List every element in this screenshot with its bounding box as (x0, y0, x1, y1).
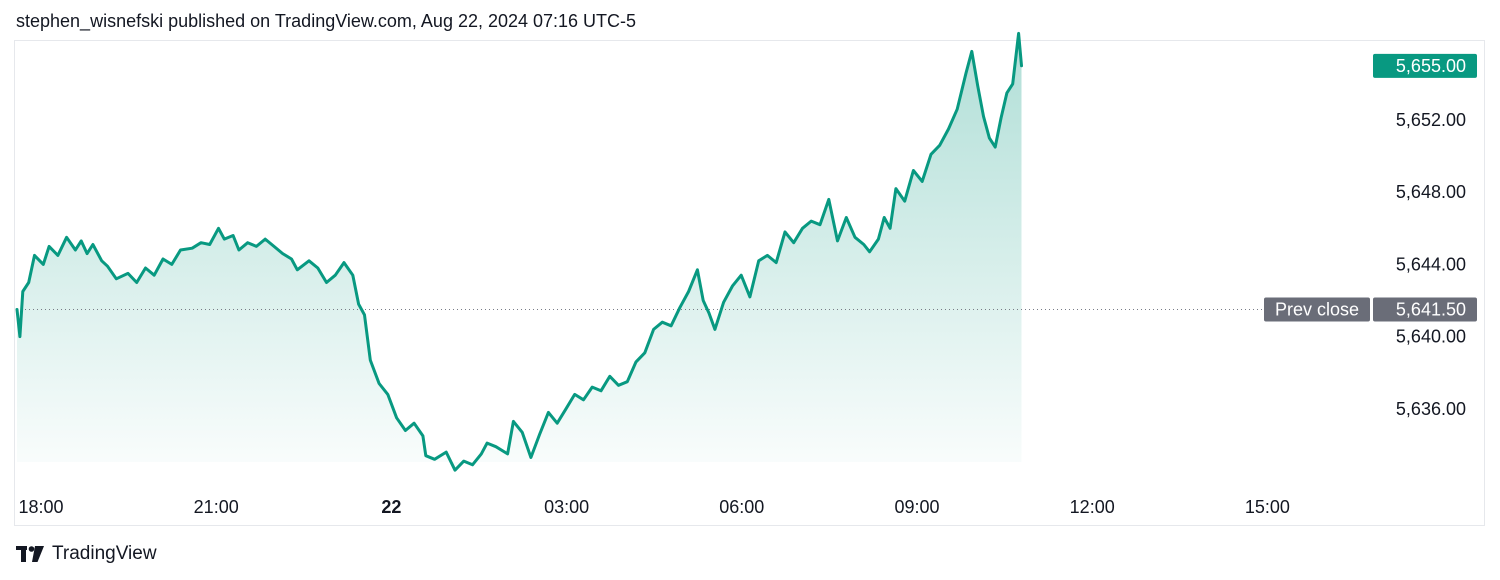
y-tick-label: 5,648.00 (1396, 182, 1466, 202)
x-tick-label: 22 (381, 497, 401, 517)
x-tick-label: 09:00 (894, 497, 939, 517)
tradingview-logo-icon (16, 546, 44, 562)
last-price-badge (1373, 53, 1477, 78)
price-chart[interactable]: 5,652.00 5,648.00 5,644.00 5,640.00 5,636.00… (0, 0, 1500, 540)
price-line[interactable] (15, 31, 1023, 472)
x-tick-label: 15:00 (1245, 497, 1290, 517)
footer-brand[interactable]: TradingView (16, 543, 157, 565)
y-tick-label: 5,640.00 (1396, 327, 1466, 347)
x-tick-label: 21:00 (194, 497, 239, 517)
prev-close-value-label: 5,641.50 (1396, 300, 1466, 320)
y-tick-label: 5,636.00 (1396, 399, 1466, 419)
brand-name: TradingView (52, 543, 157, 564)
published-caption: stephen_wisnefski published on TradingVi… (16, 11, 637, 31)
last-price-label: 5,655.00 (1396, 56, 1466, 76)
prev-close-value-badge (1373, 297, 1477, 322)
chart-frame (14, 40, 1485, 526)
prev-close-badge (1264, 297, 1370, 322)
x-tick-label: 03:00 (544, 497, 589, 517)
y-tick-label: 5,652.00 (1396, 110, 1466, 130)
y-tick-label: 5,644.00 (1396, 254, 1466, 274)
x-tick-label: 06:00 (719, 497, 764, 517)
x-tick-label: 12:00 (1070, 497, 1115, 517)
prev-close-label: Prev close (1275, 300, 1359, 320)
price-area-fill (17, 33, 1022, 471)
x-tick-label: 18:00 (18, 497, 63, 517)
